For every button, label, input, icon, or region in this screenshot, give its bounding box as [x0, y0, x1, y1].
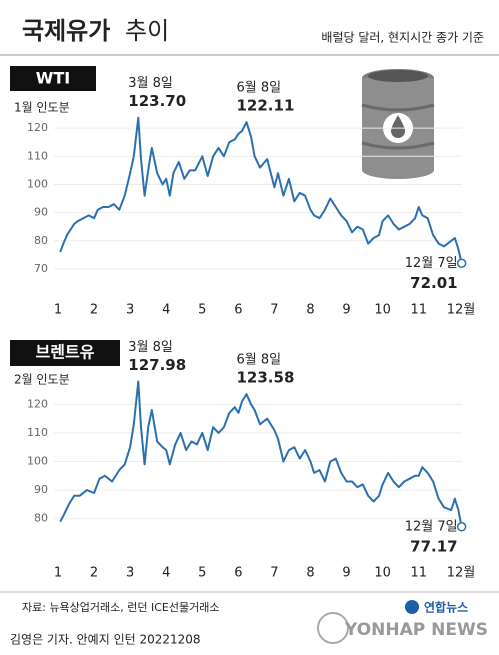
- x-tick-label: 10: [374, 303, 391, 318]
- x-tick-label: 11: [410, 566, 427, 581]
- annotation-value: 127.98: [128, 356, 186, 374]
- y-tick-label: 90: [34, 206, 48, 219]
- source: 자료: 뉴욕상업거래소, 런던 ICE선물거래소: [22, 601, 220, 614]
- x-tick-label: 7: [270, 303, 278, 318]
- annotation-value: 72.01: [410, 274, 457, 292]
- title-light: 추이: [125, 17, 169, 45]
- x-tick-label: 12월: [447, 303, 476, 318]
- end-point: [456, 258, 467, 269]
- x-tick-label: 1: [54, 566, 62, 581]
- y-tick-label: 110: [27, 426, 48, 439]
- annotation-value: 123.58: [237, 369, 295, 387]
- x-tick-label: 7: [270, 566, 278, 581]
- x-tick-label: 9: [342, 566, 350, 581]
- chart-label: 브렌트유: [36, 343, 95, 362]
- y-tick-label: 90: [34, 483, 48, 496]
- chart-label: WTI: [36, 69, 71, 88]
- barrel-icon: [361, 69, 435, 179]
- logo-mark: [405, 600, 419, 614]
- annotation-date: 3월 8일: [128, 340, 173, 355]
- x-tick-label: 3: [126, 566, 134, 581]
- annotation-date: 12월 7일: [405, 519, 458, 534]
- annotation-value: 122.11: [237, 97, 295, 115]
- title: 국제유가: [22, 17, 110, 45]
- end-point: [456, 522, 467, 532]
- annotation-date: 6월 8일: [237, 81, 282, 96]
- logo: 연합뉴스: [424, 600, 468, 615]
- x-tick-label: 5: [198, 303, 206, 318]
- y-tick-label: 110: [27, 149, 48, 162]
- credit: 김영은 기자. 안예지 인턴 20221208: [10, 633, 201, 647]
- annotation-date: 6월 8일: [237, 353, 282, 368]
- x-tick-label: 11: [410, 303, 427, 318]
- logo-en: YONHAP NEWS: [344, 620, 488, 640]
- y-tick-label: 70: [34, 262, 48, 275]
- label-box: [10, 340, 120, 366]
- x-tick-label: 12월: [447, 566, 476, 581]
- x-tick-label: 10: [374, 566, 391, 581]
- logo-circle: [317, 612, 349, 644]
- x-tick-label: 9: [342, 303, 350, 318]
- y-tick-label: 120: [27, 121, 48, 134]
- x-tick-label: 3: [126, 303, 134, 318]
- x-tick-label: 4: [162, 303, 170, 318]
- y-tick-label: 120: [27, 397, 48, 410]
- x-tick-label: 8: [306, 303, 314, 318]
- x-tick-label: 8: [306, 566, 314, 581]
- x-tick-label: 6: [234, 303, 242, 318]
- x-tick-label: 2: [90, 566, 98, 581]
- chart-sublabel: 2월 인도분: [14, 373, 70, 387]
- x-tick-label: 4: [162, 566, 170, 581]
- note: 배럴당 달러, 현지시간 종가 기준: [321, 31, 484, 45]
- x-tick-label: 1: [54, 303, 62, 318]
- chart-sublabel: 1월 인도분: [14, 101, 70, 115]
- y-tick-label: 80: [34, 512, 48, 525]
- y-tick-label: 100: [27, 177, 48, 190]
- annotation-date: 12월 7일: [405, 256, 458, 271]
- label-box: [10, 66, 96, 91]
- x-tick-label: 5: [198, 566, 206, 581]
- annotation-value: 77.17: [410, 537, 457, 555]
- x-tick-label: 2: [90, 303, 98, 318]
- y-tick-label: 100: [27, 455, 48, 468]
- line: [59, 380, 463, 527]
- line: [59, 116, 463, 264]
- y-tick-label: 80: [34, 234, 48, 247]
- x-tick-label: 6: [234, 566, 242, 581]
- annotation-value: 123.70: [128, 92, 186, 110]
- annotation-date: 3월 8일: [128, 76, 173, 91]
